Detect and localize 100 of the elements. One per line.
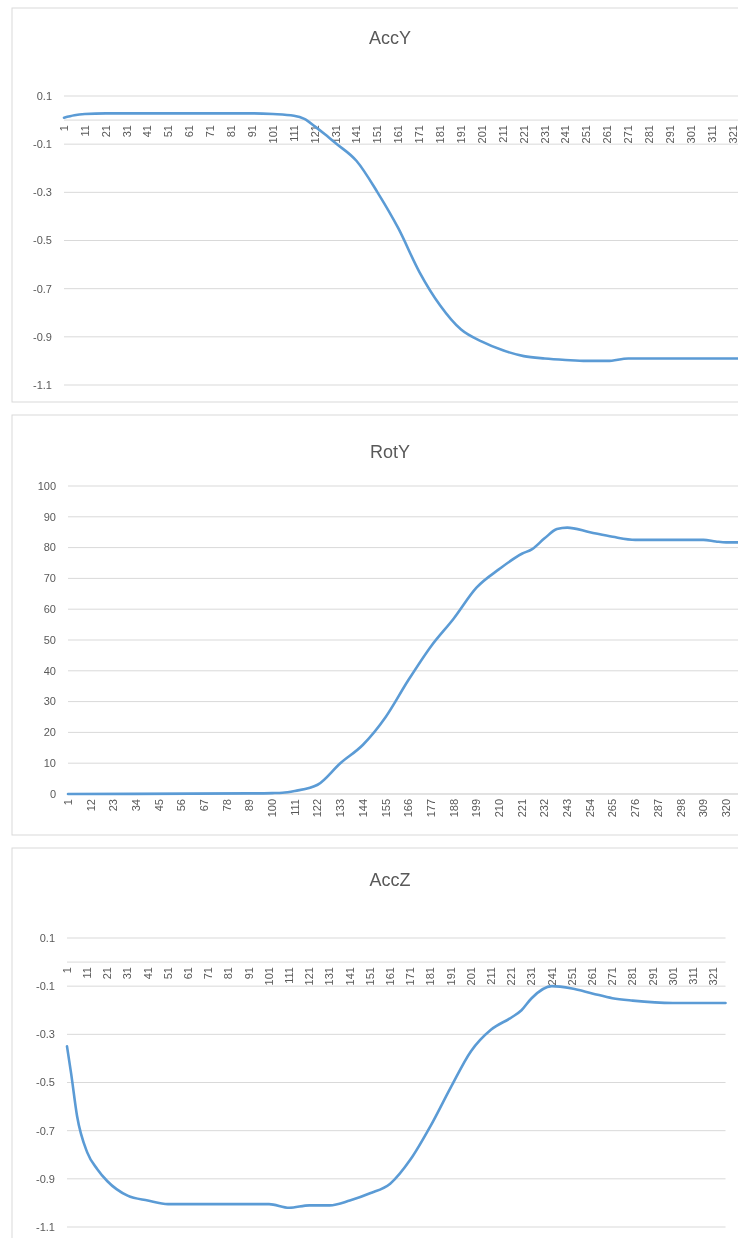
x-tick-label: 41 xyxy=(141,967,154,980)
y-tick-label: 20 xyxy=(43,726,56,739)
x-tick-label: 71 xyxy=(204,125,217,138)
x-tick-label: 161 xyxy=(392,125,405,144)
x-tick-label: 191 xyxy=(444,967,457,986)
y-tick-label: 90 xyxy=(43,510,56,523)
x-tick-label: 61 xyxy=(183,125,196,138)
x-tick-label: 191 xyxy=(454,125,467,144)
y-tick-label: 40 xyxy=(43,664,56,677)
x-tick-label: 51 xyxy=(161,967,174,980)
x-tick-label: 241 xyxy=(545,967,558,986)
x-tick-label: 221 xyxy=(505,967,518,986)
x-tick-label: 177 xyxy=(424,799,437,818)
y-tick-label: -1.1 xyxy=(36,1220,55,1233)
x-tick-label: 210 xyxy=(493,799,506,818)
x-tick-label: 181 xyxy=(424,967,437,986)
x-tick-label: 111 xyxy=(287,125,300,142)
x-tick-label: 231 xyxy=(525,967,538,986)
y-tick-label: 70 xyxy=(43,572,56,585)
y-tick-label: 30 xyxy=(43,695,56,708)
x-tick-label: 221 xyxy=(517,125,530,144)
y-tick-label: 0 xyxy=(49,787,56,800)
y-tick-label: 10 xyxy=(43,757,56,770)
y-tick-label: -0.7 xyxy=(36,1124,55,1137)
x-tick-label: 21 xyxy=(101,967,114,980)
x-tick-label: 265 xyxy=(606,799,619,818)
y-tick-label: 0.1 xyxy=(36,89,52,102)
y-tick-label: -0.5 xyxy=(33,234,52,247)
x-tick-label: 271 xyxy=(606,967,619,986)
chart-title: AccY xyxy=(368,28,412,48)
x-tick-label: 111 xyxy=(288,799,301,816)
x-tick-label: 291 xyxy=(663,125,676,144)
x-tick-label: 31 xyxy=(121,967,134,980)
x-tick-label: 281 xyxy=(643,125,656,144)
x-tick-label: 171 xyxy=(404,967,417,986)
x-tick-label: 201 xyxy=(464,967,477,986)
x-tick-label: 281 xyxy=(626,967,639,986)
x-tick-label: 61 xyxy=(182,967,195,980)
x-tick-label: 301 xyxy=(666,967,679,986)
y-tick-label: 100 xyxy=(37,479,56,492)
x-tick-label: 71 xyxy=(202,967,215,980)
x-tick-label: 100 xyxy=(266,799,279,818)
x-tick-label: 311 xyxy=(687,967,700,985)
x-tick-label: 45 xyxy=(152,799,165,812)
x-tick-label: 276 xyxy=(629,799,642,818)
x-tick-label: 291 xyxy=(646,967,659,986)
x-tick-label: 201 xyxy=(475,125,488,144)
x-tick-label: 21 xyxy=(99,125,112,138)
x-tick-label: 11 xyxy=(81,967,94,979)
x-tick-label: 287 xyxy=(651,799,664,818)
x-tick-label: 34 xyxy=(129,799,142,812)
x-tick-label: 221 xyxy=(515,799,528,818)
x-tick-label: 321 xyxy=(726,125,738,144)
x-tick-label: 67 xyxy=(198,799,211,812)
x-tick-label: 133 xyxy=(334,799,347,818)
x-tick-label: 41 xyxy=(141,125,154,138)
x-tick-label: 141 xyxy=(350,125,363,144)
x-tick-label: 309 xyxy=(697,799,710,818)
x-tick-label: 181 xyxy=(434,125,447,144)
y-tick-label: 60 xyxy=(43,603,56,616)
x-tick-label: 131 xyxy=(323,967,336,986)
x-tick-label: 81 xyxy=(225,125,238,138)
x-tick-label: 166 xyxy=(402,799,415,818)
y-tick-label: 50 xyxy=(43,633,56,646)
x-tick-label: 155 xyxy=(379,799,392,818)
x-tick-label: 261 xyxy=(586,967,599,986)
y-tick-label: 80 xyxy=(43,541,56,554)
x-tick-label: 211 xyxy=(496,125,509,143)
y-tick-label: -0.9 xyxy=(36,1172,55,1185)
y-tick-label: -0.7 xyxy=(33,282,52,295)
x-tick-label: 89 xyxy=(243,799,256,812)
x-tick-label: 121 xyxy=(303,967,316,986)
x-tick-label: 231 xyxy=(538,125,551,144)
y-tick-label: 0.1 xyxy=(39,931,55,944)
x-tick-label: 311 xyxy=(705,125,718,143)
y-tick-label: -0.1 xyxy=(33,138,52,151)
x-tick-label: 91 xyxy=(245,125,258,138)
x-tick-label: 171 xyxy=(413,125,426,144)
x-tick-label: 243 xyxy=(561,799,574,818)
x-tick-label: 51 xyxy=(162,125,175,138)
x-tick-label: 101 xyxy=(266,125,279,144)
x-tick-label: 91 xyxy=(242,967,255,980)
x-tick-label: 151 xyxy=(371,125,384,144)
x-tick-label: 241 xyxy=(559,125,572,144)
x-tick-label: 151 xyxy=(363,967,376,986)
x-tick-label: 321 xyxy=(707,967,720,986)
y-tick-label: -1.1 xyxy=(33,378,52,391)
x-tick-label: 199 xyxy=(470,799,483,818)
line-series xyxy=(65,984,727,1210)
y-tick-label: -0.1 xyxy=(36,980,55,993)
x-tick-label: 301 xyxy=(684,125,697,144)
y-tick-label: -0.9 xyxy=(33,330,52,343)
x-tick-label: 298 xyxy=(674,799,687,818)
x-tick-label: 56 xyxy=(175,799,188,812)
y-tick-label: -0.3 xyxy=(36,1028,55,1041)
x-tick-label: 23 xyxy=(107,799,120,812)
x-tick-label: 81 xyxy=(222,967,235,980)
x-tick-label: 251 xyxy=(565,967,578,986)
x-tick-label: 31 xyxy=(120,125,133,138)
x-tick-label: 320 xyxy=(719,799,732,818)
